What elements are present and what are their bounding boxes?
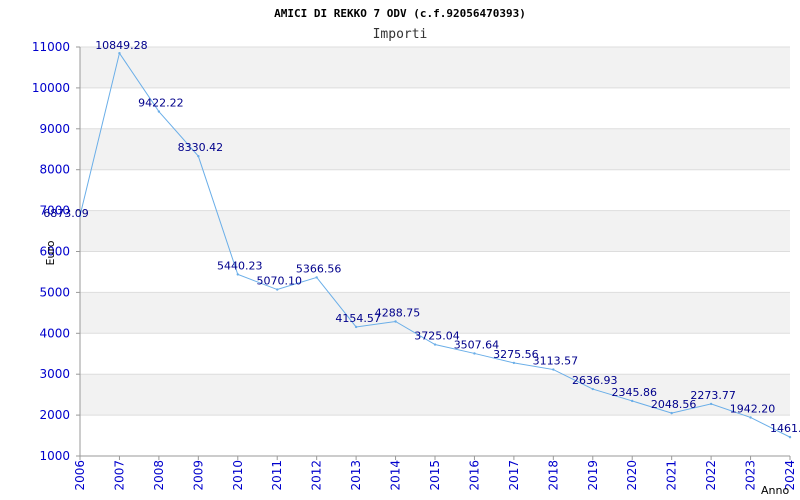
- series-lines: [78, 51, 792, 439]
- data-point: [631, 399, 634, 403]
- data-point: [591, 387, 594, 391]
- data-label: 3113.57: [533, 355, 579, 368]
- data-label: 9422.22: [138, 97, 184, 110]
- data-label: 4154.57: [335, 312, 381, 325]
- y-tick-label: 5000: [39, 285, 70, 299]
- y-tick-label: 10000: [32, 81, 70, 95]
- data-label: 6873.09: [43, 207, 89, 220]
- x-tick-label: 2009: [191, 460, 205, 491]
- data-point: [315, 276, 318, 279]
- x-tick-label: 2008: [152, 460, 166, 491]
- data-point: [552, 368, 555, 371]
- y-tick-label: 4000: [39, 326, 70, 340]
- y-tick-label: 11000: [32, 40, 70, 54]
- data-label: 2636.93: [572, 374, 618, 387]
- data-point: [394, 320, 397, 323]
- x-tick-label: 2020: [625, 460, 639, 491]
- x-tick-label: 2006: [73, 460, 87, 491]
- data-label: 1942.20: [730, 402, 776, 415]
- data-point: [197, 154, 200, 158]
- data-label: 4288.75: [375, 306, 421, 319]
- data-point: [788, 435, 792, 439]
- data-label: 3725.04: [414, 330, 460, 343]
- x-tick-labels: 2006 2007 2008 2009 2010 2011 2012 2013 2014 2015…: [73, 456, 797, 491]
- x-tick-label: 2024: [783, 460, 797, 491]
- x-tick-label: 2012: [310, 460, 324, 491]
- y-tick-labels: 1000 2000 3000 4000 5000 6000 7000 8000 9000 1000…: [32, 40, 80, 463]
- data-point: [709, 402, 713, 406]
- x-tick-label: 2013: [349, 460, 363, 491]
- gridlines: [80, 46, 790, 457]
- x-tick-label: 2018: [546, 460, 560, 491]
- x-tick-label: 2019: [586, 460, 600, 491]
- x-tick-label: 2022: [704, 460, 718, 491]
- data-point: [670, 411, 673, 415]
- x-tick-label: 2014: [389, 460, 403, 491]
- data-label: 5070.10: [256, 275, 302, 288]
- band: [80, 128, 790, 170]
- y-axis-label: Euro: [44, 240, 57, 265]
- y-tick-label: 7000: [39, 204, 70, 218]
- chart-title: AMICI DI REKKO 7 ODV (c.f.92056470393): [274, 7, 526, 20]
- data-point: [473, 352, 476, 355]
- y-tick-label: 6000: [39, 245, 70, 259]
- y-tick-label: 9000: [39, 122, 70, 136]
- data-point: [354, 325, 358, 329]
- data-label: 5440.23: [217, 259, 263, 272]
- data-label: 1461.5: [770, 422, 800, 435]
- data-label: 3275.56: [493, 348, 539, 361]
- data-point: [118, 51, 121, 55]
- band: [80, 292, 790, 334]
- data-point: [433, 343, 437, 346]
- data-label: 8330.42: [178, 141, 224, 154]
- x-tick-label: 2021: [665, 460, 679, 491]
- x-tick-label: 2011: [270, 460, 284, 491]
- data-point: [157, 110, 161, 113]
- data-point: [78, 214, 82, 217]
- y-tick-label: 1000: [39, 449, 70, 463]
- data-point: [749, 416, 752, 419]
- background-bands: [80, 47, 790, 416]
- x-tick-label: 2017: [507, 460, 521, 491]
- x-tick-label: 2015: [428, 460, 442, 491]
- data-label: 3507.64: [454, 338, 500, 351]
- band: [80, 210, 790, 252]
- x-axis-label: Anno: [761, 484, 789, 497]
- data-point: [276, 288, 279, 291]
- x-tick-label: 2010: [231, 460, 245, 491]
- data-label: 10849.28: [95, 39, 148, 52]
- data-point: [236, 273, 239, 276]
- data-label: 2273.77: [690, 389, 736, 402]
- band: [80, 47, 790, 88]
- chart-subtitle: Importi: [373, 27, 428, 42]
- y-tick-label: 8000: [39, 163, 70, 177]
- x-tick-label: 2007: [112, 460, 126, 491]
- data-point: [512, 361, 516, 365]
- band: [80, 374, 790, 416]
- data-label: 2048.56: [651, 398, 697, 411]
- data-label: 2345.86: [611, 386, 657, 399]
- x-tick-label: 2016: [467, 460, 481, 491]
- y-tick-label: 2000: [39, 408, 70, 422]
- x-tick-label: 2023: [744, 460, 758, 491]
- data-label: 5366.56: [296, 262, 342, 275]
- data-labels: 6873.09 10849.28 9422.22 8330.42 5440.23 5070…: [43, 39, 800, 435]
- y-tick-label: 3000: [39, 367, 70, 381]
